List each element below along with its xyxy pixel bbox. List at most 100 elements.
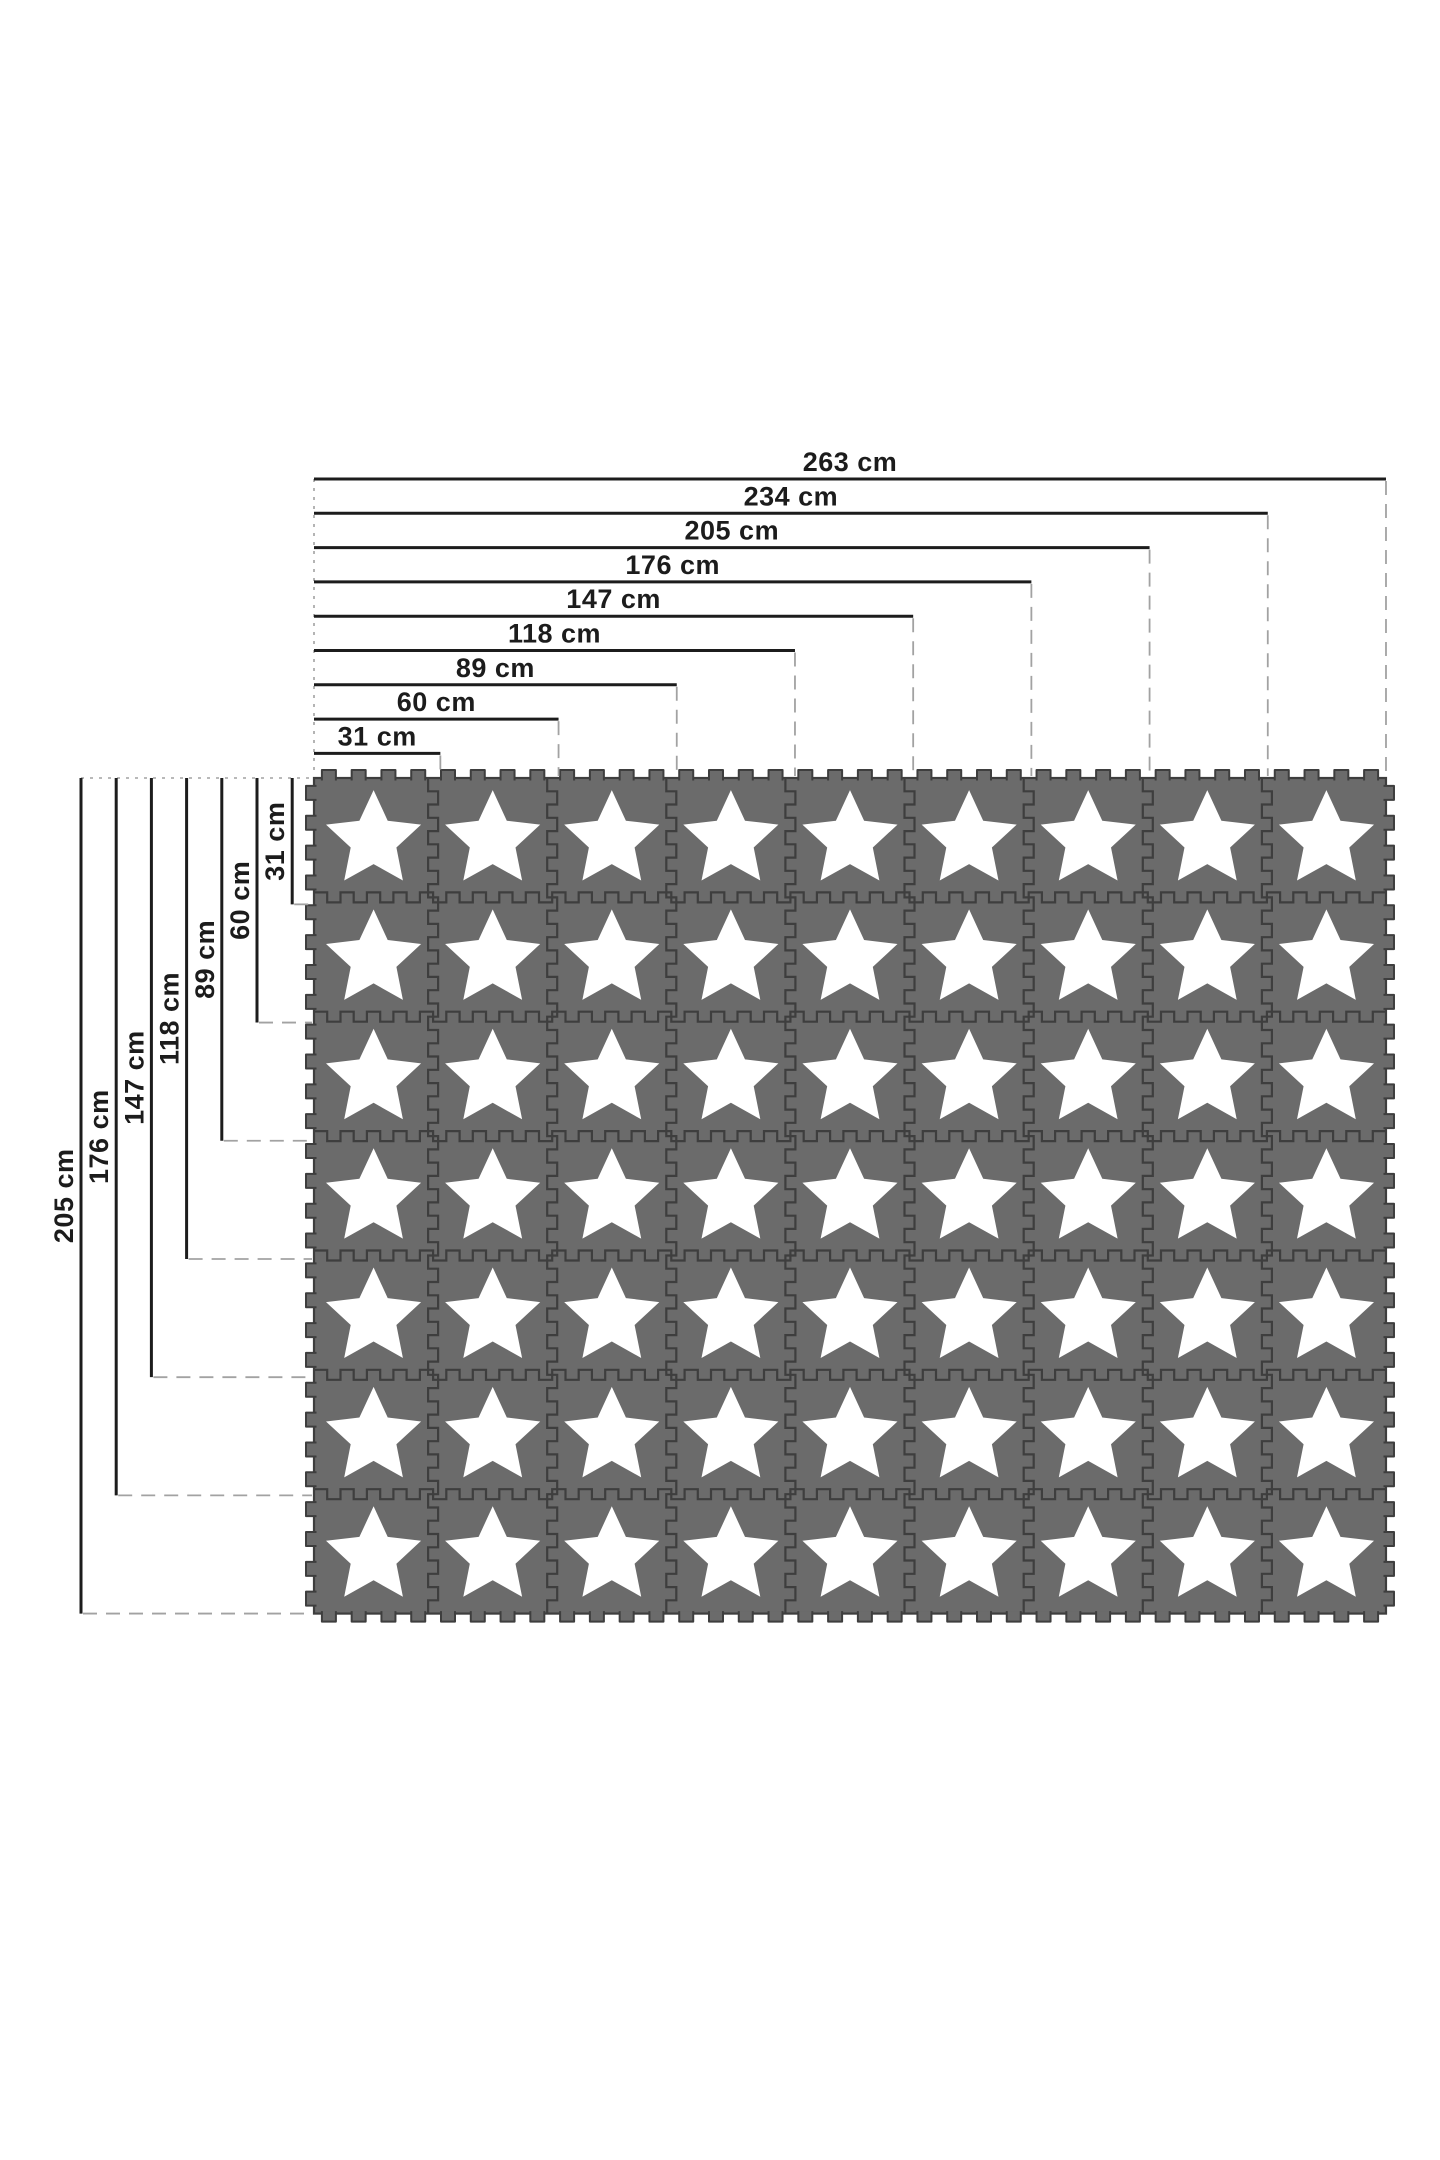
mat-edge-tab — [707, 1611, 724, 1623]
tile-star — [326, 909, 422, 1000]
mat-edge-tab — [529, 1611, 546, 1623]
mat-edge-tab — [305, 1471, 317, 1488]
mat-edge-tab — [1383, 1262, 1395, 1279]
mat-edge-tab — [499, 769, 516, 781]
mat-edge-tab — [305, 1083, 317, 1100]
tile-star — [445, 1148, 541, 1239]
mat-edge-tab — [305, 1172, 317, 1189]
tile-star — [1278, 1506, 1374, 1597]
mat-edge-tab — [1124, 769, 1141, 781]
mat-edge-tab — [678, 769, 695, 781]
mat-edge-tab — [305, 1202, 317, 1219]
mat-edge-tab — [350, 1611, 367, 1623]
height-dimension-label-147: 147 cm — [119, 1030, 149, 1125]
mat-edge-tab — [946, 769, 963, 781]
tile-star — [802, 1028, 898, 1120]
mat-edge-tab — [1214, 1611, 1231, 1623]
mat-edge-tab — [1383, 874, 1395, 891]
mat-edge-tab — [1363, 1611, 1380, 1623]
mat-edge-tab — [305, 904, 317, 921]
tile-star — [921, 1267, 1017, 1358]
mat-edge-tab — [1005, 1611, 1022, 1623]
tile-star — [1040, 1506, 1136, 1597]
mat-edge-tab — [529, 769, 546, 781]
tile-star — [1159, 1028, 1255, 1120]
mat-edge-tab — [305, 1143, 317, 1160]
tile-star — [1159, 790, 1255, 881]
mat-edge-tab — [1383, 1143, 1395, 1160]
mat-edge-tab — [1363, 769, 1380, 781]
mat-edge-tab — [975, 769, 992, 781]
mat-edge-tab — [827, 769, 844, 781]
width-dimensions: 263 cm 234 cm 205 cm 176 cm 147 cm 118 cm 89 c… — [314, 447, 1386, 755]
tile-star — [921, 1028, 1017, 1120]
mat-edge-tab — [1383, 1590, 1395, 1607]
mat-edge-tab — [559, 769, 576, 781]
mat-edge-tab — [1243, 1611, 1260, 1623]
tile-star — [802, 1148, 898, 1239]
mat-edge-tab — [797, 1611, 814, 1623]
tile-star — [1278, 1267, 1374, 1358]
mat-edge-tab — [305, 1023, 317, 1040]
mat-edge-tab — [1154, 769, 1171, 781]
mat-edge-tab — [1035, 769, 1052, 781]
mat-edge-tab — [1383, 1351, 1395, 1368]
tile-star — [683, 1028, 779, 1120]
tile-seam-vertical — [1141, 778, 1154, 1614]
mat-edge-tab — [648, 769, 665, 781]
mat-edge-tab — [1333, 1611, 1350, 1623]
tile-star — [564, 1267, 660, 1358]
mat-edge-tab — [886, 1611, 903, 1623]
mat-edge-tab — [1383, 963, 1395, 980]
tile-seam-horizontal — [314, 1010, 1386, 1023]
height-dimension-label-118: 118 cm — [155, 972, 185, 1065]
mat-edge-tab — [1005, 769, 1022, 781]
mat-edge-tab — [886, 769, 903, 781]
tile-star — [1040, 1148, 1136, 1239]
tile-star — [802, 790, 898, 881]
tile-star — [921, 1148, 1017, 1239]
tile-star — [564, 1386, 660, 1478]
mat-edge-tab — [305, 784, 317, 801]
mat-edge-tab — [1383, 1113, 1395, 1130]
mat-edge-tab — [648, 1611, 665, 1623]
tile-star — [683, 1267, 779, 1358]
tile-seam-horizontal — [314, 1130, 1386, 1143]
tile-seam-vertical — [903, 778, 916, 1614]
tile-star — [564, 1506, 660, 1597]
width-dimension-label-205: 205 cm — [685, 516, 780, 546]
tile-star — [802, 1267, 898, 1358]
mat-edge-tab — [856, 769, 873, 781]
mat-edge-tab — [1383, 1202, 1395, 1219]
mat-edge-tab — [469, 1611, 486, 1623]
mat-edge-tab — [305, 1292, 317, 1309]
tile-seam-vertical — [1260, 778, 1273, 1614]
guide-lines — [81, 479, 1387, 1615]
mat-edge-tab — [1383, 1471, 1395, 1488]
mat-edge-tab — [1095, 769, 1112, 781]
mat-edge-tab — [946, 1611, 963, 1623]
tile-star — [683, 1386, 779, 1478]
width-dimension-label-31: 31 cm — [338, 721, 417, 751]
tile-seam-vertical — [427, 778, 440, 1614]
tile-star — [445, 909, 541, 1000]
tile-star — [445, 790, 541, 881]
tile-star — [1159, 909, 1255, 1000]
mat-edge-tab — [1303, 1611, 1320, 1623]
mat-edge-tab — [1383, 814, 1395, 831]
mat-edge-tab — [439, 769, 456, 781]
tile-star — [1159, 1267, 1255, 1358]
mat-edge-tab — [305, 963, 317, 980]
tile-star — [683, 1506, 779, 1597]
mat-edge-tab — [439, 1611, 456, 1623]
width-dimension-label-263: 263 cm — [803, 447, 898, 477]
tile-star — [1159, 1148, 1255, 1239]
tile-star — [564, 790, 660, 881]
mat-edge-tab — [305, 1411, 317, 1428]
height-dimension-label-60: 60 cm — [225, 861, 255, 940]
mat-edge-tab — [305, 1053, 317, 1070]
tile-star — [802, 1506, 898, 1597]
mat-edge-tab — [305, 874, 317, 891]
